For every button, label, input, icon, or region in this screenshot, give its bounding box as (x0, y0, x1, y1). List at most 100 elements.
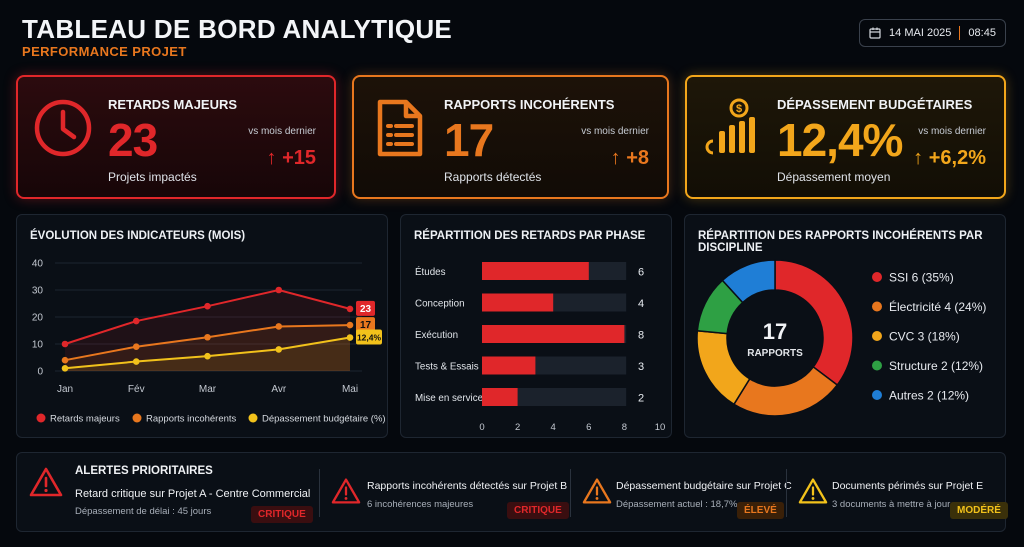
y-tick-label: 30 (32, 286, 44, 297)
warning-icon (798, 478, 828, 504)
bar-chart-panel: RÉPARTITION DES RETARDS PAR PHASE Études… (400, 214, 672, 438)
svg-text:$: $ (736, 103, 742, 115)
x-tick-label: Avr (271, 384, 286, 395)
data-point (132, 343, 140, 350)
end-label: 17 (360, 320, 372, 331)
data-point (346, 321, 354, 329)
line-chart-panel: ÉVOLUTION DES INDICATEURS (MOIS) 0 10 20 30… (16, 214, 388, 438)
bar-category-label: Tests & Essais (415, 362, 479, 373)
x-tick-label: 8 (622, 422, 627, 433)
x-tick-label: 2 (515, 422, 520, 433)
alert-item[interactable]: Dépassement budgétaire sur Projet C Dépa… (572, 453, 792, 531)
kpi-comparison-label: vs mois dernier (248, 126, 316, 137)
x-tick-label: Mar (199, 384, 217, 395)
priority-alerts-panel: ALERTES PRIORITAIRES Retard critique sur… (16, 452, 1008, 532)
x-tick-label: 0 (479, 422, 484, 433)
data-point (61, 356, 69, 364)
donut-chart-title: RÉPARTITION DES RAPPORTS INCOHÉRENTS PAR… (698, 230, 983, 254)
end-label-badge (356, 317, 375, 333)
end-label: 23 (360, 304, 372, 315)
kpi-delta: ↑ +8 (610, 147, 649, 169)
end-label-badge (356, 329, 382, 345)
bar-value-label: 3 (638, 361, 644, 373)
x-tick-label: Jan (57, 384, 73, 395)
legend-marker (248, 413, 258, 423)
legend-marker (872, 331, 882, 341)
severity-badge: MODÉRÉ (950, 502, 1008, 519)
time-text: 08:45 (968, 27, 996, 39)
x-tick-label: 10 (655, 422, 666, 433)
legend-marker (132, 413, 142, 423)
kpi-card-rapports[interactable]: RAPPORTS INCOHÉRENTS 17 Rapports détecté… (352, 75, 669, 199)
legend-label: Autres 2 (12%) (889, 389, 969, 403)
y-tick-label: 20 (32, 313, 44, 324)
bar (482, 325, 625, 343)
kpi-title: DÉPASSEMENT BUDGÉTAIRES (777, 97, 973, 112)
bar (482, 293, 554, 312)
pie-slice (732, 365, 839, 417)
alert-item[interactable]: Documents périmés sur Projet E 3 documen… (788, 453, 1008, 531)
severity-badge: ÉLEVÉ (737, 502, 784, 519)
kpi-value: 12,4% (777, 114, 903, 166)
severity-badge: CRITIQUE (251, 506, 313, 523)
legend-marker (872, 360, 882, 371)
legend-label: Structure 2 (12%) (889, 359, 983, 373)
bar (482, 388, 518, 406)
data-point (204, 333, 211, 341)
data-point (275, 346, 283, 353)
alert-title: Documents périmés sur Projet E (832, 480, 984, 492)
alert-divider (319, 469, 320, 517)
alert-title: Rapports incohérents détectés sur Projet… (367, 480, 568, 492)
legend-label: Rapports incohérents (146, 414, 237, 425)
y-tick-label: 10 (32, 340, 44, 351)
clock-icon (34, 99, 92, 157)
alert-divider (570, 469, 571, 517)
bar-category-label: Études (415, 267, 446, 278)
alert-item[interactable]: ALERTES PRIORITAIRES Retard critique sur… (17, 453, 317, 531)
kpi-value: 17 (444, 114, 494, 166)
kpi-delta: ↑ +15 (266, 147, 316, 169)
data-point (132, 358, 140, 365)
alert-description: Dépassement actuel : 18,7% (616, 499, 738, 510)
warning-icon (331, 478, 361, 504)
warning-icon (582, 478, 612, 504)
x-tick-label: Mai (342, 384, 358, 395)
calendar-icon (869, 27, 881, 39)
y-tick-label: 0 (37, 367, 43, 378)
alert-description: Dépassement de délai : 45 jours (75, 506, 212, 517)
line-chart-title: ÉVOLUTION DES INDICATEURS (MOIS) (30, 230, 246, 242)
legend-marker (872, 272, 882, 282)
legend-label: Retards majeurs (50, 414, 120, 425)
legend-label: SSI 6 (35%) (889, 271, 954, 285)
alert-item[interactable]: Rapports incohérents détectés sur Projet… (321, 453, 569, 531)
kpi-comparison-label: vs mois dernier (918, 126, 986, 137)
kpi-subtitle: Dépassement moyen (777, 170, 891, 184)
kpi-title: RAPPORTS INCOHÉRENTS (444, 97, 615, 112)
data-point (346, 334, 354, 341)
date-time-box[interactable]: 14 MAI 2025 08:45 (859, 19, 1006, 47)
alert-divider (786, 469, 787, 517)
legend-label: Électricité 4 (24%) (889, 299, 986, 314)
kpi-subtitle: Rapports détectés (444, 170, 542, 184)
x-tick-label: Fév (128, 384, 145, 395)
kpi-value: 23 (108, 114, 158, 166)
pie-slice (721, 259, 776, 304)
donut-center-value: 17 (763, 319, 787, 344)
bar-value-label: 6 (638, 267, 644, 279)
data-point (204, 302, 211, 310)
alert-description: 3 documents à mettre à jour (832, 499, 951, 510)
kpi-card-budget[interactable]: $ DÉPASSEMENT BUDGÉTAIRES 12,4% Dépassem… (685, 75, 1006, 199)
x-tick-label: 4 (551, 422, 556, 433)
end-label: 12,4% (357, 333, 382, 343)
bar-category-label: Conception (415, 299, 465, 310)
data-point (61, 340, 69, 348)
kpi-card-retards[interactable]: RETARDS MAJEURS 23 Projets impactés vs m… (16, 75, 336, 199)
y-tick-label: 40 (32, 259, 44, 270)
data-point (204, 352, 211, 360)
donut-chart: 17 RAPPORTS SSI 6 (35%) Électricité 4 (24%)… (696, 259, 986, 417)
x-tick-label: 6 (586, 422, 591, 433)
legend-marker (872, 390, 882, 400)
bar (482, 356, 536, 375)
severity-badge: CRITIQUE (507, 502, 569, 519)
data-point (346, 305, 354, 313)
